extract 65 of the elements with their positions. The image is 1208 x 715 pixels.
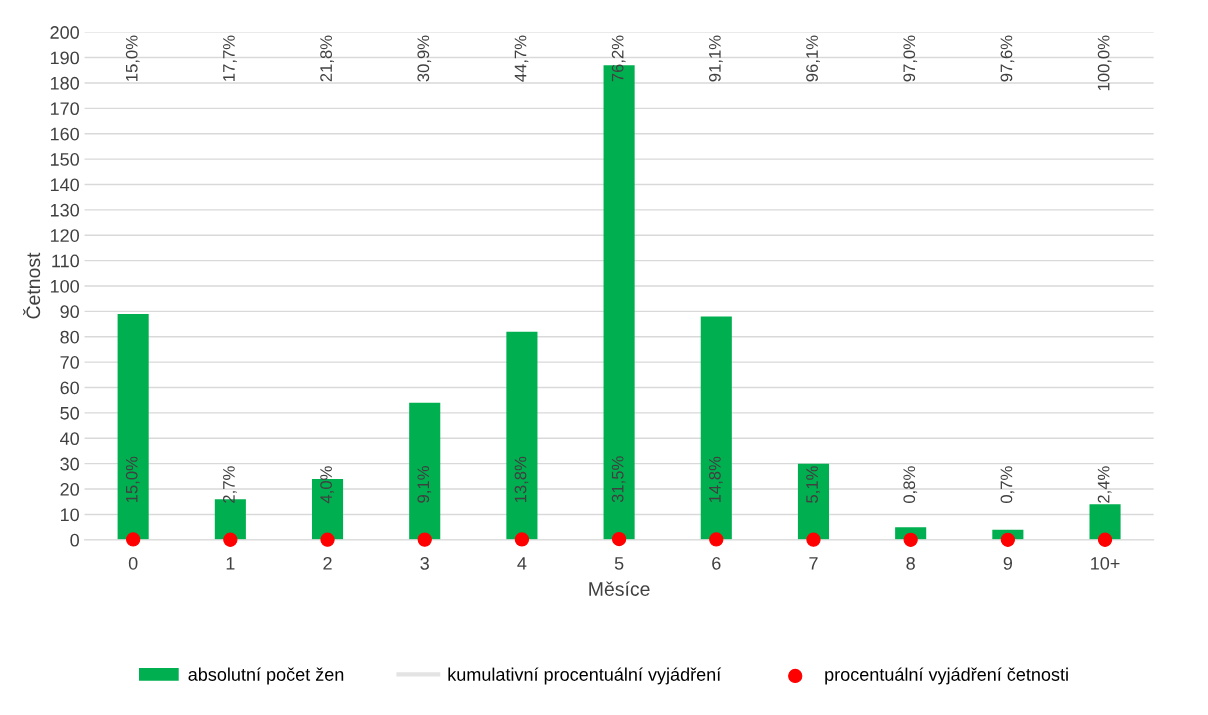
y-tick-label: 90 <box>60 305 79 319</box>
x-tick-label: 8 <box>906 556 915 570</box>
y-tick-label: 50 <box>60 406 79 420</box>
bar <box>1089 504 1121 540</box>
x-tick-label: 7 <box>809 557 818 570</box>
x-tick-label: 9 <box>1003 556 1013 570</box>
text: 100,0% <box>1097 35 1112 91</box>
legend-label: absolutní počet žen <box>188 667 344 685</box>
x-axis-title: Měsíce <box>589 581 650 596</box>
text: 96,1% <box>806 35 820 82</box>
y-tick-label: 80 <box>60 330 79 344</box>
x-tick-label: 3 <box>420 556 429 570</box>
text: 30,9% <box>417 35 432 82</box>
y-tick-label: 0 <box>70 533 79 547</box>
bar <box>409 402 441 540</box>
x-tick-label: 5 <box>614 557 624 570</box>
y-tick-label: 20 <box>60 482 79 496</box>
y-tick-label: 60 <box>60 381 79 395</box>
text: 97,6% <box>1000 35 1015 82</box>
text: 17,7% <box>223 35 237 81</box>
y-axis-title: Četnost <box>22 252 41 319</box>
y-tick-label: 190 <box>50 51 79 65</box>
bar <box>117 313 149 540</box>
text: 97,0% <box>903 35 918 82</box>
y-tick-label: 100 <box>50 279 79 293</box>
data-label: 0,8% <box>903 466 918 504</box>
x-tick-label: 0 <box>128 556 138 570</box>
y-tick-label: 180 <box>50 76 79 90</box>
y-tick-label: 200 <box>50 26 79 39</box>
y-tick-label: 110 <box>52 254 79 268</box>
text: 21,8% <box>320 35 334 82</box>
bar <box>797 463 830 540</box>
y-tick-label: 120 <box>50 229 79 242</box>
y-tick-label: 170 <box>50 102 79 116</box>
bar <box>506 331 538 540</box>
data-label: 4,0% <box>320 466 334 504</box>
data-label: 31,5% <box>611 456 626 503</box>
text: 15,0% <box>125 35 140 81</box>
data-label: 15,0% <box>125 456 140 503</box>
y-tick-label: 10 <box>60 508 79 522</box>
bar <box>700 316 732 540</box>
text: 76,2% <box>611 35 626 82</box>
legend-label: kumulativní procentuální vyjádření <box>448 667 722 685</box>
y-tick-label: 130 <box>50 203 79 217</box>
data-label: 13,8% <box>514 456 529 503</box>
data-label: 9,1% <box>417 466 432 503</box>
text: 44,7% <box>514 35 529 82</box>
data-label: 5,1% <box>806 466 820 503</box>
legend-label: procentuální vyjádření četnosti <box>825 667 1068 685</box>
y-tick-label: 140 <box>50 178 79 192</box>
y-tick-label: 70 <box>60 356 79 369</box>
y-tick-label: 150 <box>50 153 79 166</box>
y-tick-label: 160 <box>50 127 79 141</box>
x-tick-label: 4 <box>517 557 527 570</box>
x-tick-label: 1 <box>226 557 235 570</box>
y-tick-label: 30 <box>60 457 79 471</box>
x-tick-label: 6 <box>712 556 721 570</box>
x-tick-label: 2 <box>323 556 332 570</box>
text: 91,1% <box>708 35 723 82</box>
y-tick-label: 40 <box>60 432 79 446</box>
data-label: 0,7% <box>1000 466 1015 504</box>
data-label: 2,7% <box>223 466 237 503</box>
x-tick-label: 10+ <box>1091 556 1120 570</box>
data-label: 2,4% <box>1097 466 1112 503</box>
data-label: 14,8% <box>708 456 723 503</box>
